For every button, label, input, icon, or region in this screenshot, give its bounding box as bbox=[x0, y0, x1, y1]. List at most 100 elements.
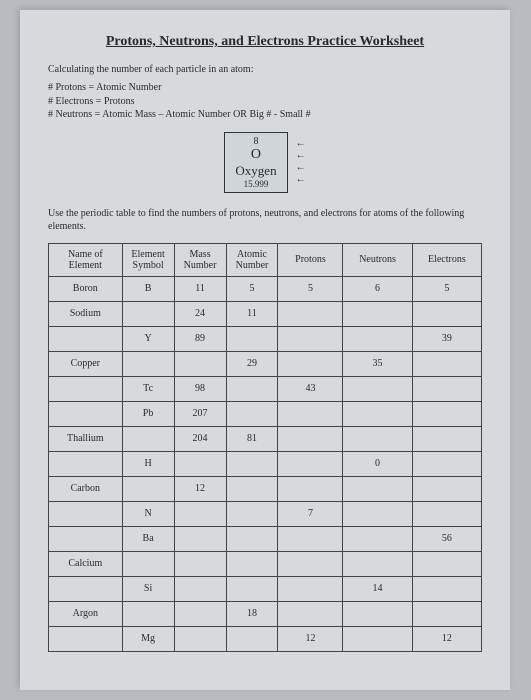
element-diagram: 8 O Oxygen 15.999 ← ← ← ← bbox=[48, 132, 482, 193]
table-cell-p: 7 bbox=[278, 501, 343, 526]
table-cell-mass: 12 bbox=[174, 476, 226, 501]
table-cell-anum bbox=[226, 501, 278, 526]
table-cell-symbol: Tc bbox=[122, 376, 174, 401]
table-cell-p bbox=[278, 401, 343, 426]
table-cell-n bbox=[343, 476, 412, 501]
table-cell-n bbox=[343, 551, 412, 576]
table-cell-anum: 11 bbox=[226, 301, 278, 326]
table-cell-e bbox=[412, 301, 481, 326]
table-cell-anum: 5 bbox=[226, 276, 278, 301]
table-cell-name bbox=[49, 501, 123, 526]
table-cell-e bbox=[412, 351, 481, 376]
table-cell-symbol bbox=[122, 551, 174, 576]
table-cell-e: 12 bbox=[412, 626, 481, 651]
header-neutrons: Neutrons bbox=[343, 243, 412, 276]
table-cell-anum bbox=[226, 401, 278, 426]
table-cell-e bbox=[412, 576, 481, 601]
table-row: Y8939 bbox=[49, 326, 482, 351]
table-cell-p bbox=[278, 526, 343, 551]
worksheet-page: Protons, Neutrons, and Electrons Practic… bbox=[20, 10, 510, 690]
table-cell-anum bbox=[226, 451, 278, 476]
table-row: Mg 12 12 bbox=[49, 626, 482, 651]
table-cell-name bbox=[49, 401, 123, 426]
table-cell-p: 12 bbox=[278, 626, 343, 651]
table-cell-p bbox=[278, 351, 343, 376]
table-row: Sodium2411 bbox=[49, 301, 482, 326]
table-cell-anum bbox=[226, 476, 278, 501]
table-cell-e bbox=[412, 551, 481, 576]
table-cell-p bbox=[278, 601, 343, 626]
table-row: BoronB115565 bbox=[49, 276, 482, 301]
box-atomic-number: 8 bbox=[235, 136, 276, 147]
table-cell-n: 14 bbox=[343, 576, 412, 601]
table-cell-n bbox=[343, 601, 412, 626]
table-row: Calcium bbox=[49, 551, 482, 576]
table-cell-p bbox=[278, 476, 343, 501]
header-anum: Atomic Number bbox=[226, 243, 278, 276]
table-cell-name: Copper bbox=[49, 351, 123, 376]
table-cell-n bbox=[343, 376, 412, 401]
table-cell-name bbox=[49, 376, 123, 401]
rule-line: # Protons = Atomic Number bbox=[48, 81, 482, 95]
element-box: 8 O Oxygen 15.999 bbox=[224, 132, 287, 193]
table-cell-mass bbox=[174, 351, 226, 376]
table-cell-e: 56 bbox=[412, 526, 481, 551]
table-cell-p bbox=[278, 326, 343, 351]
table-cell-mass bbox=[174, 626, 226, 651]
box-mass: 15.999 bbox=[235, 179, 276, 189]
table-row: Ba 56 bbox=[49, 526, 482, 551]
box-symbol: O bbox=[235, 147, 276, 163]
header-name: Name of Element bbox=[49, 243, 123, 276]
table-cell-symbol: Ba bbox=[122, 526, 174, 551]
table-cell-p bbox=[278, 301, 343, 326]
table-cell-e bbox=[412, 376, 481, 401]
arrow-icon: ← bbox=[296, 150, 306, 162]
table-cell-name: Argon bbox=[49, 601, 123, 626]
table-cell-mass bbox=[174, 601, 226, 626]
box-name: Oxygen bbox=[235, 163, 276, 179]
table-cell-name: Thallium bbox=[49, 426, 123, 451]
table-cell-p bbox=[278, 451, 343, 476]
table-cell-anum bbox=[226, 376, 278, 401]
table-cell-e bbox=[412, 401, 481, 426]
table-cell-n bbox=[343, 426, 412, 451]
table-cell-mass: 207 bbox=[174, 401, 226, 426]
instructions-text: Use the periodic table to find the numbe… bbox=[48, 207, 482, 233]
table-cell-name: Calcium bbox=[49, 551, 123, 576]
table-row: Tc9843 bbox=[49, 376, 482, 401]
table-cell-n bbox=[343, 401, 412, 426]
table-cell-mass: 11 bbox=[174, 276, 226, 301]
table-cell-n bbox=[343, 501, 412, 526]
arrow-icon: ← bbox=[296, 174, 306, 186]
table-cell-symbol bbox=[122, 426, 174, 451]
table-cell-p bbox=[278, 426, 343, 451]
table-cell-e: 5 bbox=[412, 276, 481, 301]
table-cell-anum: 29 bbox=[226, 351, 278, 376]
table-cell-anum bbox=[226, 576, 278, 601]
table-cell-symbol: Mg bbox=[122, 626, 174, 651]
table-cell-mass bbox=[174, 451, 226, 476]
page-title: Protons, Neutrons, and Electrons Practic… bbox=[48, 34, 482, 50]
table-row: Si14 bbox=[49, 576, 482, 601]
table-row: Argon18 bbox=[49, 601, 482, 626]
table-cell-mass: 204 bbox=[174, 426, 226, 451]
table-cell-e bbox=[412, 476, 481, 501]
arrow-icon: ← bbox=[296, 162, 306, 174]
arrow-indicators: ← ← ← ← bbox=[296, 138, 306, 186]
table-cell-e bbox=[412, 501, 481, 526]
rules-block: # Protons = Atomic Number # Electrons = … bbox=[48, 81, 482, 122]
table-cell-symbol: H bbox=[122, 451, 174, 476]
table-row: Pb207 bbox=[49, 401, 482, 426]
table-cell-symbol: B bbox=[122, 276, 174, 301]
table-cell-p: 43 bbox=[278, 376, 343, 401]
table-cell-name bbox=[49, 326, 123, 351]
table-cell-name bbox=[49, 451, 123, 476]
table-cell-n bbox=[343, 626, 412, 651]
table-cell-anum bbox=[226, 551, 278, 576]
table-cell-symbol: N bbox=[122, 501, 174, 526]
table-cell-name bbox=[49, 576, 123, 601]
table-cell-name: Sodium bbox=[49, 301, 123, 326]
table-cell-n: 6 bbox=[343, 276, 412, 301]
table-cell-n bbox=[343, 301, 412, 326]
table-cell-symbol bbox=[122, 601, 174, 626]
